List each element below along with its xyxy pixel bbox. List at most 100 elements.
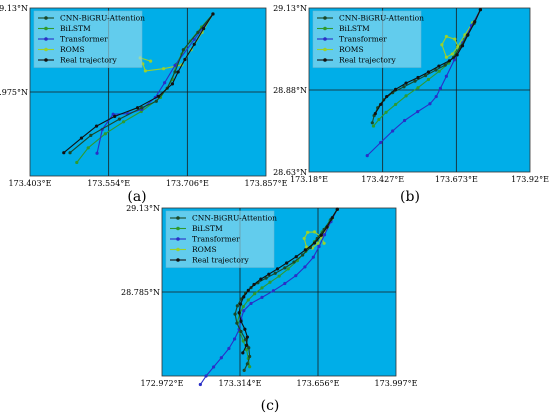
panel-c-point-cnn_bigru_attention: [243, 337, 248, 342]
panel-c-point-cnn_bigru_attention: [235, 321, 239, 325]
panel-b-point-transformer: [402, 118, 407, 123]
panel-c-point-cnn_bigru_attention: [235, 304, 239, 308]
panel-b-point-real_trajectory: [404, 81, 408, 85]
panel-a-point-real_trajectory: [192, 42, 196, 46]
panel-a-point-bilstm: [75, 160, 79, 165]
panel-b-x-tick-label: 173.427°E: [361, 175, 404, 184]
panel-a-point-real_trajectory: [202, 26, 206, 31]
panel-a-legend-label-real_trajectory: Real trajectory: [60, 56, 117, 65]
panel-b-legend-marker-real_trajectory: [323, 58, 327, 62]
panel-b-point-transformer: [434, 94, 438, 99]
panel-b-point-real_trajectory: [447, 59, 451, 63]
panel-c-legend-label-roms: ROMS: [192, 245, 217, 254]
panel-b-y-tick-label: 28.88°N: [273, 86, 307, 95]
panel-c-y-tick-label: 28.785°N: [121, 288, 160, 297]
panel-c-point-cnn_bigru_attention: [273, 271, 277, 275]
panel-c-point-real_trajectory: [294, 255, 298, 259]
panel-c-point-cnn_bigru_attention: [264, 276, 268, 280]
panel-a-series-line-cnn_bigru_attention: [69, 13, 214, 154]
panel-a-label: (a): [127, 189, 146, 205]
panel-b-chart: 173.18°E 173.427°E 173.673°E 173.92°E 29.13°…: [273, 4, 549, 205]
panel-a-point-transformer: [163, 81, 167, 85]
panel-c-point-real_trajectory: [244, 343, 249, 347]
panel-a-x-tick-label: 173.857°E: [245, 179, 288, 188]
panel-b-point-real_trajectory: [379, 102, 383, 107]
panel-a-legend-label-bilstm: BiLSTM: [60, 24, 91, 33]
panel-c-point-real_trajectory: [285, 261, 289, 265]
panel-a-legend-marker-roms: [44, 47, 48, 52]
panel-c-legend-label-real_trajectory: Real trajectory: [192, 256, 249, 265]
panel-c-point-roms: [312, 230, 317, 234]
panel-c-legend-marker-cnn_bigru_attention: [176, 216, 180, 220]
panel-b-point-cnn_bigru_attention: [423, 73, 428, 78]
panel-c-point-transformer: [232, 337, 237, 341]
panel-a-legend-marker-real_trajectory: [44, 58, 48, 62]
panel-c-point-cnn_bigru_attention: [301, 253, 305, 257]
panel-c-point-bilstm: [260, 286, 264, 290]
panel-b-legend-label-cnn_bigru_attention: CNN-BiGRU-Attention: [339, 14, 424, 23]
panel-a-point-real_trajectory: [62, 151, 66, 155]
panel-b-legend-marker-cnn_bigru_attention: [323, 16, 327, 20]
panel-a-point-cnn_bigru_attention: [154, 99, 158, 103]
panel-b-y-tick-label: 28.63°N: [273, 168, 307, 177]
panel-b-point-bilstm: [416, 86, 420, 90]
panel-c-point-cnn_bigru_attention: [239, 297, 243, 301]
panel-c-point-real_trajectory: [275, 267, 280, 271]
panel-a-x-tick-label: 173.403°E: [9, 179, 52, 188]
panel-c-point-roms: [306, 230, 310, 234]
panel-b-point-bilstm: [384, 110, 388, 114]
panel-a-point-bilstm: [121, 120, 126, 124]
panel-c-legend-label-cnn_bigru_attention: CNN-BiGRU-Attention: [192, 214, 277, 223]
panel-c-legend-marker-roms: [176, 247, 180, 252]
panel-c-point-bilstm: [268, 280, 272, 284]
panel-c-legend-marker-transformer: [176, 237, 180, 241]
panel-c-point-bilstm: [286, 267, 290, 271]
panel-b-point-bilstm: [394, 102, 398, 107]
panel-c-chart: 172.972°E 173.314°E 173.656°E 173.997°E 29.1…: [121, 204, 418, 414]
panel-b-point-real_trajectory: [373, 112, 377, 116]
panel-a-point-cnn_bigru_attention: [89, 133, 93, 137]
panel-a-point-real_trajectory: [79, 136, 84, 140]
panel-a-point-real_trajectory: [94, 124, 99, 128]
panel-a-point-roms: [148, 59, 153, 63]
panel-c-point-bilstm: [277, 274, 281, 278]
panel-c-legend-marker-bilstm: [176, 226, 180, 231]
panel-a-legend-marker-cnn_bigru_attention: [44, 16, 48, 20]
panel-b-point-cnn_bigru_attention: [413, 79, 417, 83]
panel-c-point-roms: [302, 236, 306, 241]
panel-c-point-transformer: [211, 365, 216, 369]
panel-c-legend-label-bilstm: BiLSTM: [192, 224, 223, 233]
panel-a-point-real_trajectory: [211, 12, 215, 16]
panel-c-point-transformer: [294, 274, 298, 278]
panel-c-point-cnn_bigru_attention: [239, 329, 243, 334]
panel-a-legend-label-roms: ROMS: [60, 45, 85, 54]
panel-b-point-real_trajectory: [385, 94, 389, 99]
panel-a-series-line-real_trajectory: [63, 13, 214, 154]
panel-b-point-cnn_bigru_attention: [434, 68, 438, 72]
panel-c-point-bilstm: [248, 365, 252, 369]
panel-a-legend-marker-bilstm: [44, 26, 48, 31]
panel-a-legend-marker-transformer: [44, 37, 48, 41]
panel-b-point-transformer: [444, 74, 448, 78]
panel-c-legend-label-transformer: Transformer: [192, 235, 240, 244]
panel-b-legend-label-real_trajectory: Real trajectory: [339, 56, 396, 65]
panel-c-point-real_trajectory: [259, 277, 263, 281]
panel-c-point-real_trajectory: [242, 295, 246, 299]
panel-b-point-bilstm: [437, 69, 441, 73]
panel-c-point-cnn_bigru_attention: [242, 368, 246, 372]
panel-a-legend-label-cnn_bigru_attention: CNN-BiGRU-Attention: [60, 14, 145, 23]
panel-c-point-transformer: [198, 382, 202, 387]
panel-a-point-real_trajectory: [170, 82, 175, 86]
panel-a-point-real_trajectory: [136, 106, 140, 110]
panel-b-legend-label-bilstm: BiLSTM: [339, 24, 370, 33]
panel-c-legend-marker-real_trajectory: [176, 258, 180, 262]
panel-b-point-transformer: [365, 154, 369, 158]
panel-b-point-roms: [444, 34, 448, 39]
panel-b-point-roms: [444, 55, 448, 59]
panel-a-point-bilstm: [103, 132, 107, 136]
panel-b-point-cnn_bigru_attention: [370, 121, 374, 125]
panel-a-point-transformer: [95, 151, 99, 155]
panel-c-point-real_trajectory: [325, 225, 329, 229]
panel-a-point-transformer: [192, 37, 196, 42]
